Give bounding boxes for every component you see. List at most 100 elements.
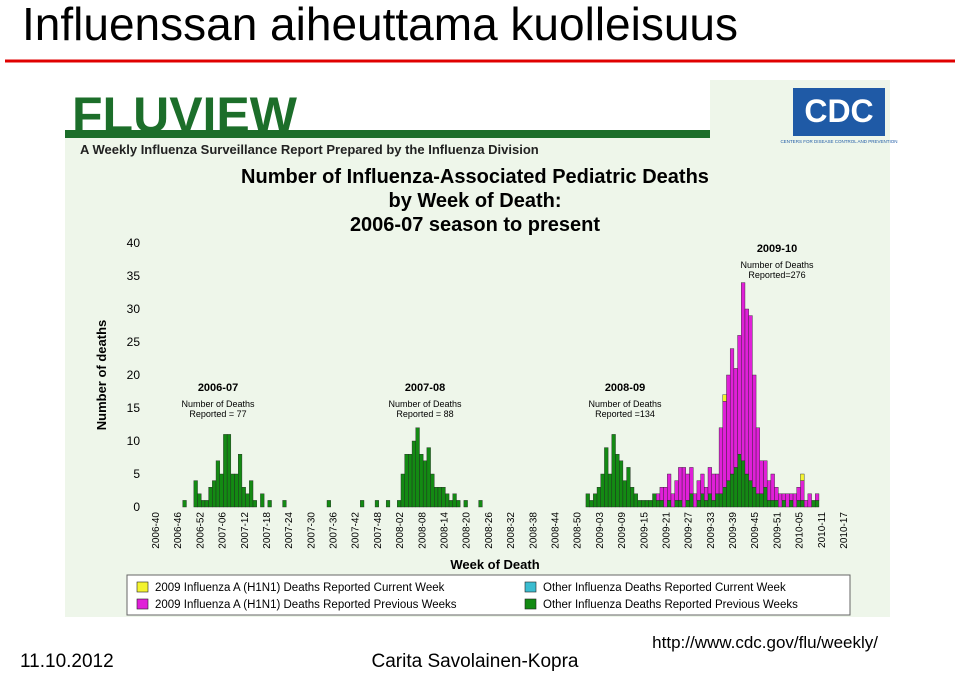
bar-segment xyxy=(445,493,450,508)
logo-caption: CENTERS FOR DISEASE CONTROL AND PREVENTI… xyxy=(780,139,897,144)
legend-swatch xyxy=(136,581,149,593)
bar-segment xyxy=(238,454,243,508)
bar-segment xyxy=(789,500,794,508)
bar-segment xyxy=(448,500,453,508)
bar-segment xyxy=(426,447,431,508)
y-tick-label: 10 xyxy=(127,434,141,448)
x-tick-label: 2010-17 xyxy=(839,512,850,549)
bar-segment xyxy=(622,480,627,508)
x-tick-label: 2008-26 xyxy=(484,512,495,549)
bar-segment xyxy=(811,500,816,508)
bar-segment xyxy=(430,473,435,508)
bar-segment xyxy=(652,493,657,508)
annotation-text: Reported =134 xyxy=(595,409,655,419)
x-tick-label: 2009-33 xyxy=(706,512,717,549)
bar-segment xyxy=(678,467,683,501)
chart-subtitle: 2006-07 season to present xyxy=(350,214,600,236)
bar-segment xyxy=(774,487,779,501)
bar-segment xyxy=(252,500,257,508)
bar-segment xyxy=(796,500,801,508)
x-tick-label: 2009-09 xyxy=(617,512,628,549)
annotation-text: Number of Deaths xyxy=(181,399,255,409)
bar-segment xyxy=(267,500,272,508)
bar-segment xyxy=(226,434,232,508)
bar-segment xyxy=(197,493,202,508)
bar-segment xyxy=(759,460,764,494)
banner-title: FLUVIEW xyxy=(72,87,298,143)
x-tick-label: 2007-12 xyxy=(240,512,251,549)
x-tick-label: 2010-11 xyxy=(817,512,828,548)
bar-segment xyxy=(437,487,442,508)
bar-segment xyxy=(648,500,653,508)
legend-label: Other Influenza Deaths Reported Previous… xyxy=(543,599,798,611)
banner-bar xyxy=(65,130,710,138)
bar-segment xyxy=(282,500,287,508)
annotation-text: Number of Deaths xyxy=(388,399,462,409)
bar-segment xyxy=(744,473,749,508)
banner-subtitle: A Weekly Influenza Surveillance Report P… xyxy=(80,142,539,157)
legend-label: 2009 Influenza A (H1N1) Deaths Reported … xyxy=(155,599,457,611)
bar-segment xyxy=(722,487,727,508)
figure-background xyxy=(65,80,890,617)
bar-segment xyxy=(374,500,379,508)
x-tick-label: 2008-14 xyxy=(440,512,451,549)
bar-segment xyxy=(789,493,794,501)
x-tick-label: 2008-50 xyxy=(573,512,584,549)
bar-segment xyxy=(234,473,239,508)
bar-segment xyxy=(260,493,265,508)
bar-segment xyxy=(766,500,772,508)
bar-segment xyxy=(204,500,209,508)
bar-segment xyxy=(711,473,716,501)
bar-segment xyxy=(770,473,775,501)
bar-segment xyxy=(752,487,757,508)
bar-segment xyxy=(741,282,746,462)
bar-segment xyxy=(785,493,790,508)
x-tick-label: 2009-51 xyxy=(772,512,783,549)
bar-segment xyxy=(478,500,483,508)
annotation-text: Number of Deaths xyxy=(588,399,662,409)
bar-segment xyxy=(593,493,598,508)
bar-segment xyxy=(422,460,428,508)
annotation-text: Reported = 88 xyxy=(396,409,453,419)
bar-segment xyxy=(815,500,820,508)
bar-segment xyxy=(748,480,753,508)
logo-text: CDC xyxy=(804,93,873,129)
bar-segment xyxy=(707,467,712,494)
bar-segment xyxy=(400,473,405,508)
bar-segment xyxy=(441,487,446,508)
bar-segment xyxy=(807,493,812,508)
bar-segment xyxy=(696,480,701,501)
bar-segment xyxy=(733,368,738,468)
bar-segment xyxy=(408,454,413,508)
x-tick-label: 2009-21 xyxy=(661,512,672,549)
bar-segment xyxy=(674,480,679,501)
bar-segment xyxy=(241,487,246,508)
x-tick-label: 2008-32 xyxy=(506,512,517,549)
bar-segment xyxy=(715,493,720,508)
bar-segment xyxy=(656,500,661,508)
bar-segment xyxy=(215,460,220,508)
bar-segment xyxy=(223,434,228,508)
bar-segment xyxy=(219,473,224,508)
bar-segment xyxy=(212,480,217,508)
x-tick-label: 2007-06 xyxy=(218,512,229,549)
bar-segment xyxy=(585,493,590,508)
bar-segment xyxy=(741,460,746,508)
bar-segment xyxy=(689,467,694,494)
legend-label: 2009 Influenza A (H1N1) Deaths Reported … xyxy=(155,582,445,594)
legend-swatch xyxy=(136,598,149,610)
bar-segment xyxy=(704,487,709,501)
bar-segment xyxy=(752,374,757,488)
x-tick-label: 2007-30 xyxy=(306,512,317,549)
annotation-label: 2008-09 xyxy=(605,382,645,394)
bar-segment xyxy=(759,493,764,508)
bar-segment xyxy=(733,467,738,508)
x-tick-label: 2009-39 xyxy=(728,512,739,549)
legend-label: Other Influenza Deaths Reported Current … xyxy=(543,582,786,594)
bar-segment xyxy=(667,473,672,501)
annotation-label: 2009-10 xyxy=(757,243,797,255)
legend xyxy=(126,574,851,616)
bar-segment xyxy=(685,473,690,501)
bar-segment xyxy=(411,440,416,508)
bar-segment xyxy=(792,493,797,508)
